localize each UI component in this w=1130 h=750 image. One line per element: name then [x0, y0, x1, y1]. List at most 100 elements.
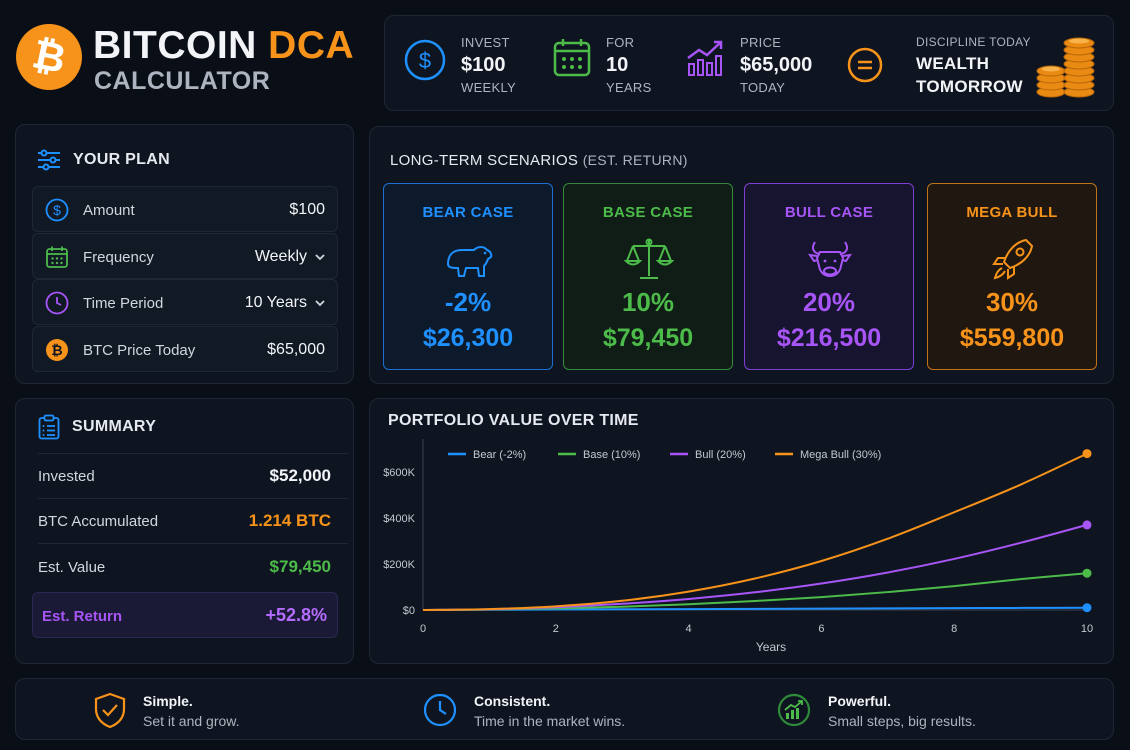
dollar-icon: $ — [45, 198, 69, 222]
stat-years-unit: YEARS — [606, 80, 652, 95]
growth-chart-icon — [777, 693, 811, 727]
legend-label: Bear (-2%) — [473, 449, 526, 461]
dollar-circle-icon: $ — [404, 39, 446, 81]
x-tick-label: 4 — [686, 623, 692, 635]
equals-circle-icon — [847, 47, 883, 83]
summary-value: $52,000 — [269, 466, 331, 485]
tagline-line2: TOMORROW — [916, 77, 1023, 96]
chart-title: PORTFOLIO VALUE OVER TIME — [388, 412, 639, 429]
coin-stack-icon — [1036, 37, 1095, 98]
scenario-card-base[interactable]: BASE CASE 10% $79,450 — [563, 183, 733, 370]
scenario-card-mega-bull[interactable]: MEGA BULL 30% $559,800 — [927, 183, 1097, 370]
summary-value: 1.214 BTC — [248, 511, 331, 530]
summary-label: Invested — [38, 468, 95, 485]
footer-text: Small steps, big results. — [828, 713, 976, 729]
scenario-card-bull[interactable]: BULL CASE 20% $216,500 — [744, 183, 914, 370]
clock-icon — [45, 291, 69, 315]
divider — [38, 543, 348, 544]
plan-frequency-label: Frequency — [83, 249, 154, 266]
plan-amount-field[interactable]: $ Amount $100 — [32, 186, 338, 232]
x-axis-label: Years — [756, 640, 786, 654]
plan-frequency-select[interactable]: Frequency Weekly — [32, 233, 338, 279]
series-end-point — [1082, 568, 1092, 578]
scenario-value: $79,450 — [602, 324, 694, 352]
portfolio-chart-panel: PORTFOLIO VALUE OVER TIME $0 $200K $400K $6… — [369, 398, 1114, 664]
x-tick-label: 10 — [1081, 623, 1093, 635]
scenarios-panel: LONG-TERM SCENARIOS (EST. RETURN) BEAR C… — [369, 126, 1114, 384]
plan-amount-label: Amount — [83, 202, 135, 219]
stat-price-value: $65,000 — [740, 54, 813, 76]
summary-est-return: Est. Return +52.8% — [32, 592, 338, 638]
plan-btc-price-value: $65,000 — [267, 341, 325, 358]
sliders-icon — [38, 149, 60, 171]
your-plan-title: YOUR PLAN — [73, 151, 170, 168]
clock-icon — [423, 693, 457, 727]
your-plan-panel: YOUR PLAN $ Amount $100 Frequency Weekly… — [15, 124, 354, 384]
scenario-name: BASE CASE — [602, 204, 694, 221]
scenarios-title-sub: (EST. RETURN) — [582, 152, 688, 168]
plan-time-period-select[interactable]: Time Period 10 Years — [32, 279, 338, 325]
chevron-down-icon[interactable] — [313, 250, 327, 264]
scenario-name: MEGA BULL — [966, 204, 1058, 221]
tagline-line1: WEALTH — [916, 54, 990, 73]
summary-value: $79,450 — [269, 557, 331, 576]
plan-time-period-label: Time Period — [83, 295, 164, 312]
y-tick-label: $0 — [403, 605, 415, 617]
header-stats-panel: $ INVEST $100 WEEKLY FOR 10 YEARS PRICE … — [384, 15, 1114, 111]
title-bitcoin: BITCOIN — [93, 24, 257, 67]
plan-amount-value: $100 — [289, 201, 325, 218]
portfolio-line-chart: $0 $200K $400K $600K 0 2 4 6 8 10 Years Bear (-2%) B… — [383, 439, 1093, 654]
bear-icon — [446, 246, 493, 277]
x-tick-label: 6 — [818, 623, 824, 635]
stat-price-label: PRICE — [740, 35, 782, 50]
chart-up-icon — [687, 40, 723, 76]
shield-check-icon — [94, 692, 126, 729]
est-return-value: +52.8% — [265, 605, 327, 625]
legend-label: Mega Bull (30%) — [800, 449, 881, 461]
divider — [38, 453, 348, 454]
svg-text:₿: ₿ — [51, 342, 62, 358]
summary-title: SUMMARY — [72, 418, 157, 435]
rocket-icon — [992, 238, 1034, 280]
series-line — [422, 452, 1088, 611]
series-end-point — [1082, 449, 1092, 459]
svg-text:$: $ — [53, 202, 61, 218]
calendar-icon — [553, 39, 591, 77]
scenario-return: -2% — [444, 287, 492, 317]
scenario-card-bear[interactable]: BEAR CASE -2% $26,300 — [383, 183, 553, 370]
scenario-value: $216,500 — [776, 324, 882, 352]
legend-label: Base (10%) — [583, 449, 640, 461]
bitcoin-logo-icon: ₿ — [16, 24, 82, 90]
app-subtitle: CALCULATOR — [94, 67, 271, 95]
plan-time-period-value: 10 Years — [244, 294, 307, 311]
summary-label: Est. Value — [38, 559, 106, 576]
plan-btc-price-label: BTC Price Today — [83, 342, 196, 359]
stat-invest-unit: WEEKLY — [461, 80, 517, 95]
series-end-point — [1082, 520, 1092, 530]
x-tick-label: 2 — [553, 623, 559, 635]
chevron-down-icon[interactable] — [313, 296, 327, 310]
stat-years-label: FOR — [606, 35, 635, 50]
scale-icon — [624, 238, 674, 279]
tagline-top: DISCIPLINE TODAY — [916, 35, 1031, 49]
scenarios-title-main: LONG-TERM SCENARIOS — [390, 152, 579, 169]
plan-btc-price-field[interactable]: ₿ BTC Price Today $65,000 — [32, 326, 338, 372]
footer-text: Set it and grow. — [143, 713, 240, 729]
y-tick-label: $200K — [383, 559, 415, 571]
summary-label: BTC Accumulated — [38, 513, 159, 530]
scenario-return: 20% — [802, 287, 856, 317]
series-line — [422, 523, 1088, 611]
bitcoin-icon: ₿ — [46, 339, 68, 361]
summary-row-invested: Invested $52,000 — [16, 454, 353, 499]
x-tick-label: 0 — [420, 623, 426, 635]
summary-row-btc-accumulated: BTC Accumulated 1.214 BTC — [16, 499, 353, 544]
y-tick-label: $400K — [383, 513, 415, 525]
footer-panel: Simple. Set it and grow. Consistent. Tim… — [15, 678, 1114, 740]
scenario-return: 10% — [621, 287, 675, 317]
scenario-value: $559,800 — [959, 324, 1065, 352]
svg-text:$: $ — [419, 48, 431, 73]
stat-invest-value: $100 — [461, 54, 506, 76]
footer-title: Simple. — [143, 693, 193, 709]
plan-frequency-value: Weekly — [254, 248, 307, 265]
scenario-name: BULL CASE — [784, 204, 874, 221]
